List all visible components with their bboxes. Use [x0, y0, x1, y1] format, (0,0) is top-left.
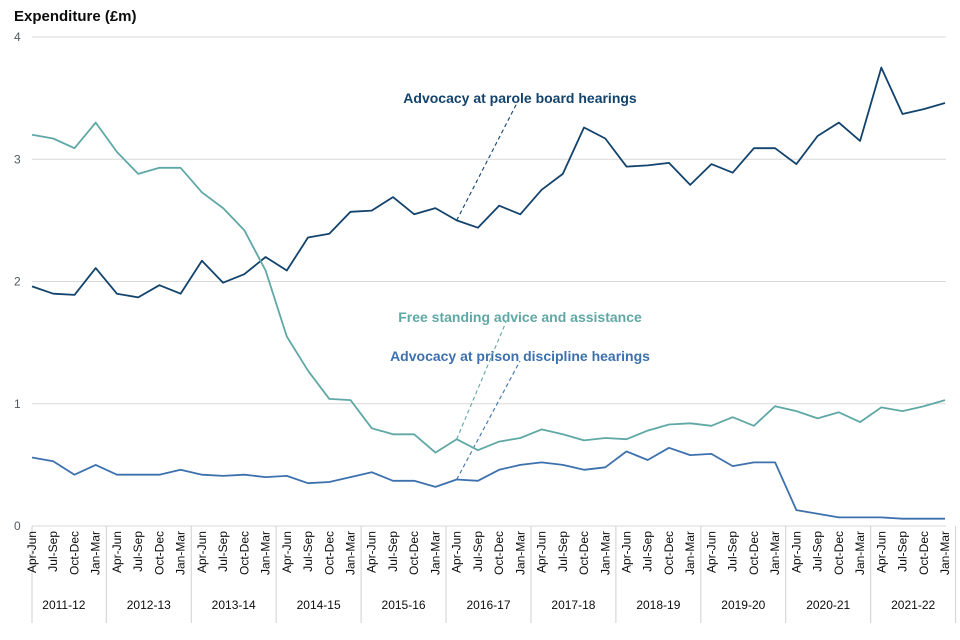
- y-tick-label: 0: [14, 519, 21, 533]
- x-tick-label: Oct-Dec: [322, 531, 336, 575]
- x-axis: Apr-Jun Jul-Sep Oct-Dec Jan-Mar Apr-Jun Jul-S…: [25, 526, 957, 623]
- x-tick-label: Apr-Jun: [450, 531, 464, 573]
- x-group-label: 2021-22: [891, 598, 935, 612]
- x-group-label: 2011-12: [42, 598, 85, 612]
- series-line-advocacy-at-parole-board-hearings: [31, 66, 946, 299]
- x-group-label: 2020-21: [806, 598, 850, 612]
- x-tick-label: Jul-Sep: [131, 531, 145, 572]
- x-tick-label: Jan-Mar: [343, 531, 357, 575]
- x-group-label: 2016-17: [466, 598, 510, 612]
- x-tick-label: Apr-Jun: [195, 531, 209, 573]
- series-line-advocacy-at-prison-discipline-hearings: [31, 446, 945, 520]
- x-tick-label: Jul-Sep: [726, 531, 740, 572]
- series-lines: [31, 66, 946, 520]
- x-tick-label: Apr-Jun: [365, 531, 379, 573]
- x-tick-label: Jul-Sep: [386, 531, 400, 572]
- x-tick-label: Apr-Jun: [535, 531, 549, 573]
- x-tick-label: Jul-Sep: [46, 531, 60, 572]
- x-tick-label: Jul-Sep: [301, 531, 315, 572]
- x-tick-label: Jan-Mar: [598, 531, 612, 575]
- x-tick-label: Jan-Mar: [768, 531, 782, 575]
- x-tick-label: Oct-Dec: [832, 531, 846, 575]
- annotation-leader-line: [456, 360, 521, 480]
- annotation-leader-line: [456, 102, 518, 221]
- gridlines: [32, 36, 946, 527]
- x-tick-label: Oct-Dec: [747, 531, 761, 575]
- x-group-label: 2015-16: [382, 598, 426, 612]
- x-tick-label: Apr-Jun: [110, 531, 124, 573]
- x-tick-label: Jan-Mar: [683, 531, 697, 575]
- series-annotation-label: Advocacy at prison discipline hearings: [390, 348, 650, 364]
- x-tick-label: Apr-Jun: [280, 531, 294, 573]
- x-group-label: 2014-15: [297, 598, 341, 612]
- x-tick-label: Jan-Mar: [174, 531, 188, 575]
- x-group-label: 2012-13: [127, 598, 171, 612]
- series-annotation-label: Free standing advice and assistance: [398, 309, 642, 325]
- series-annotations: Advocacy at parole board hearings Free st…: [390, 90, 650, 364]
- x-group-label: 2017-18: [551, 598, 595, 612]
- y-tick-label: 4: [14, 30, 21, 44]
- x-tick-label: Apr-Jun: [874, 531, 888, 573]
- x-tick-label: Apr-Jun: [704, 531, 718, 573]
- x-tick-label: Apr-Jun: [789, 531, 803, 573]
- y-tick-label: 2: [14, 275, 21, 289]
- x-tick-label: Jan-Mar: [89, 531, 103, 575]
- x-tick-label: Jul-Sep: [471, 531, 485, 572]
- x-tick-label: Jan-Mar: [259, 531, 273, 575]
- annotation-leaders: [456, 102, 521, 480]
- x-tick-label: Apr-Jun: [25, 531, 39, 573]
- x-tick-label: Jul-Sep: [556, 531, 570, 572]
- x-tick-label: Jul-Sep: [641, 531, 655, 572]
- x-tick-label: Jul-Sep: [896, 531, 910, 572]
- x-tick-label: Jan-Mar: [938, 531, 952, 575]
- y-axis-title: Expenditure (£m): [14, 8, 137, 25]
- x-tick-label: Oct-Dec: [917, 531, 931, 575]
- x-tick-label: Jan-Mar: [513, 531, 527, 575]
- y-tick-label: 3: [14, 152, 21, 166]
- x-group-label: 2018-19: [636, 598, 680, 612]
- x-tick-label: Oct-Dec: [152, 531, 166, 575]
- x-group-label: 2019-20: [721, 598, 765, 612]
- x-tick-label: Jul-Sep: [216, 531, 230, 572]
- series-line-free-standing-advice-and-assistance: [31, 121, 946, 454]
- x-tick-label: Oct-Dec: [577, 531, 591, 575]
- x-tick-label: Oct-Dec: [407, 531, 421, 575]
- x-tick-label: Apr-Jun: [620, 531, 634, 573]
- x-tick-label: Oct-Dec: [67, 531, 81, 575]
- y-tick-label: 1: [14, 397, 21, 411]
- x-tick-label: Jan-Mar: [428, 531, 442, 575]
- x-group-label: 2013-14: [212, 598, 256, 612]
- x-tick-label: Oct-Dec: [492, 531, 506, 575]
- series-annotation-label: Advocacy at parole board hearings: [403, 90, 637, 106]
- y-axis-ticks: 0 1 2 3 4: [14, 30, 21, 533]
- x-tick-label: Jul-Sep: [811, 531, 825, 572]
- annotation-leader-line: [456, 321, 507, 440]
- x-tick-label: Oct-Dec: [237, 531, 251, 575]
- x-tick-label: Oct-Dec: [662, 531, 676, 575]
- x-tick-label: Jan-Mar: [853, 531, 867, 575]
